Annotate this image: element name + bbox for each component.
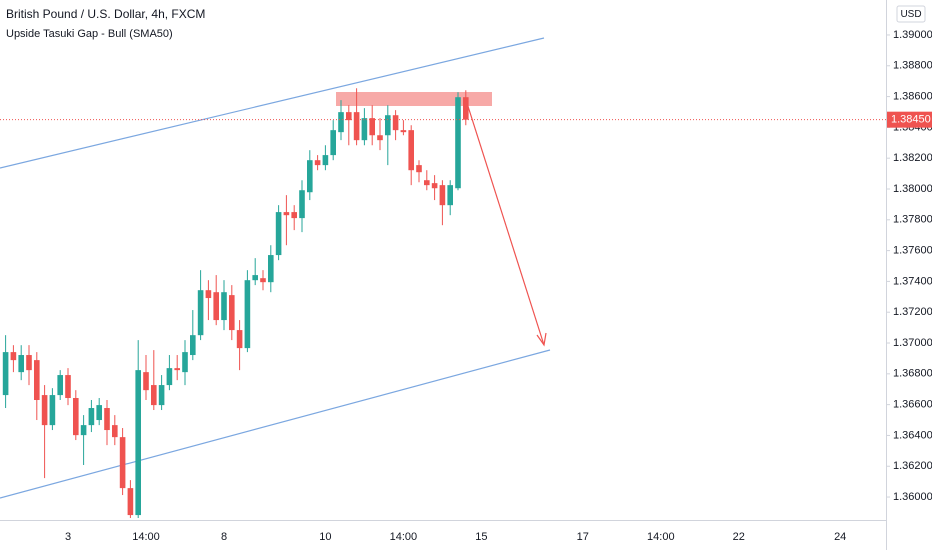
- candle-body: [34, 360, 40, 401]
- candle-body: [408, 130, 414, 171]
- y-tick-label: 1.37600: [893, 245, 932, 257]
- candle-body: [314, 160, 321, 166]
- y-tick-label: 1.37400: [893, 275, 932, 287]
- candle-body: [112, 425, 118, 438]
- y-tick-label: 1.38200: [893, 152, 932, 164]
- x-tick-label: 10: [319, 531, 331, 543]
- x-tick-label: 17: [577, 531, 589, 543]
- y-tick-label: 1.38800: [893, 60, 932, 72]
- candle-body: [447, 185, 453, 206]
- candle-body: [197, 290, 204, 336]
- candle-body: [400, 130, 407, 133]
- candle-body: [338, 112, 344, 133]
- resistance-zone: [336, 92, 492, 106]
- y-tick-label: 1.36000: [893, 491, 932, 503]
- y-tick-label: 1.36800: [893, 368, 932, 380]
- candle-body: [2, 352, 9, 396]
- y-tick-label: 1.38600: [893, 90, 932, 102]
- x-tick-label: 14:00: [132, 531, 160, 543]
- candle-body: [346, 112, 352, 121]
- x-tick-label: 14:00: [647, 531, 675, 543]
- candle-body: [10, 352, 17, 361]
- y-tick-label: 1.37000: [893, 337, 932, 349]
- candle-body: [26, 355, 32, 371]
- y-tick-label: 1.37200: [893, 306, 932, 318]
- current-price-label: 1.38450: [891, 114, 931, 126]
- candle-body: [322, 155, 329, 166]
- x-tick-label: 22: [733, 531, 745, 543]
- candle-body: [151, 385, 157, 406]
- candles: [2, 88, 469, 518]
- candle-body: [424, 180, 430, 186]
- candle-body: [73, 398, 79, 436]
- x-tick-label: 24: [834, 531, 846, 543]
- candle-body: [65, 375, 71, 399]
- x-tick-label: 15: [475, 531, 487, 543]
- candle-body: [283, 212, 290, 216]
- candle-body: [299, 190, 305, 219]
- candle-body: [236, 330, 243, 349]
- y-tick-label: 1.37800: [893, 214, 932, 226]
- candle-body: [57, 375, 63, 396]
- chart-title: British Pound / U.S. Dollar, 4h, FXCM: [6, 7, 205, 21]
- forecast-arrow: [465, 99, 545, 346]
- candle-body: [221, 292, 227, 321]
- y-tick-label: 1.38000: [893, 183, 932, 195]
- candle-body: [268, 255, 274, 283]
- candle-body: [96, 405, 102, 421]
- candle-body: [18, 355, 24, 373]
- candle-body: [190, 335, 196, 356]
- candle-body: [244, 280, 251, 349]
- candle-body: [392, 115, 399, 131]
- candle-body: [455, 97, 461, 189]
- y-tick-label: 1.36400: [893, 429, 932, 441]
- candle-body: [135, 370, 141, 516]
- candle-body: [143, 372, 149, 391]
- candle-body: [49, 395, 56, 426]
- candle-body: [307, 160, 313, 193]
- candle-body: [275, 212, 282, 256]
- candle-body: [205, 290, 212, 299]
- candle-body: [369, 118, 375, 136]
- upper-trend-line: [0, 37, 545, 169]
- chart-subtitle: Upside Tasuki Gap - Bull (SMA50): [6, 28, 173, 40]
- x-tick-label: 14:00: [390, 531, 418, 543]
- candle-body: [88, 408, 95, 426]
- current-price-box: [887, 111, 932, 128]
- candle-body: [80, 425, 87, 436]
- candle-body: [377, 135, 383, 141]
- candle-body: [127, 488, 134, 516]
- candle-body: [182, 352, 188, 373]
- candle-body: [260, 278, 266, 283]
- candle-body: [353, 112, 360, 141]
- arrow-head: [536, 332, 547, 347]
- candle-body: [41, 395, 48, 426]
- candle-body: [166, 368, 173, 386]
- candle-body: [158, 385, 165, 406]
- y-tick-label: 1.36200: [893, 460, 932, 472]
- candle-body: [174, 368, 180, 371]
- candle-body: [213, 292, 219, 321]
- candle-body: [439, 185, 446, 206]
- candle-body: [416, 165, 422, 173]
- candle-body: [229, 295, 235, 331]
- candle-body: [252, 275, 258, 281]
- candle-body: [330, 130, 336, 156]
- candle-body: [431, 183, 438, 189]
- candle-body: [463, 97, 469, 120]
- candle-body: [104, 408, 110, 431]
- x-tick-label: 8: [221, 531, 227, 543]
- candle-body: [361, 118, 368, 141]
- lower-trend-line: [0, 349, 551, 499]
- y-tick-label: 1.39000: [893, 29, 932, 41]
- unit-label: USD: [900, 9, 921, 20]
- candle-body: [119, 437, 126, 489]
- y-tick-label: 1.36600: [893, 399, 932, 411]
- candle-body: [385, 115, 391, 136]
- candle-body: [291, 212, 297, 219]
- x-tick-label: 3: [65, 531, 71, 543]
- unit-box: [896, 5, 926, 23]
